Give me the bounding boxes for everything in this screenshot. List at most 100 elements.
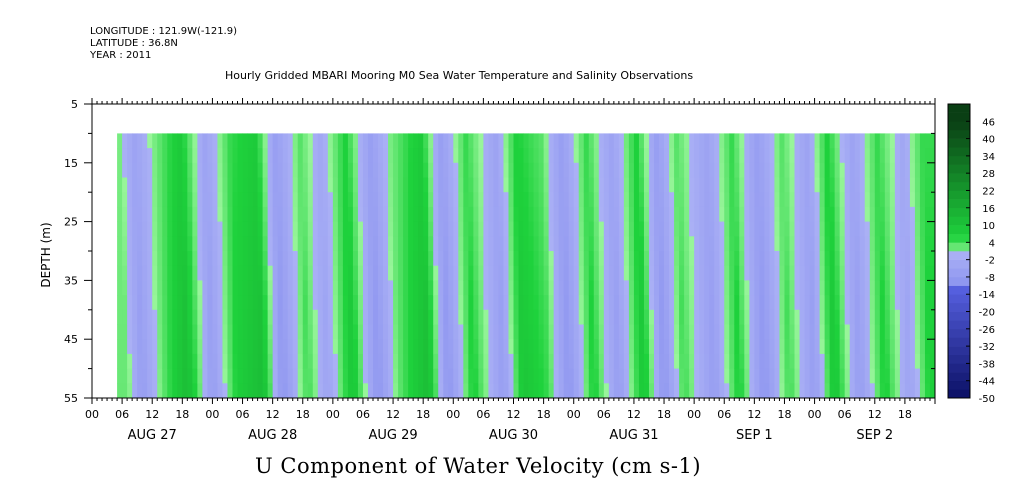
heatmap-cell bbox=[488, 265, 494, 281]
heatmap-cell bbox=[714, 280, 720, 296]
heatmap-cell bbox=[332, 280, 339, 296]
heatmap-cell bbox=[332, 368, 339, 384]
heatmap-cell bbox=[212, 177, 218, 193]
heatmap-cell bbox=[162, 383, 168, 399]
heatmap-cell bbox=[739, 368, 745, 384]
heatmap-cell bbox=[252, 353, 258, 369]
heatmap-cell bbox=[709, 133, 715, 149]
heatmap-cell bbox=[909, 133, 916, 149]
heatmap-cell bbox=[669, 148, 675, 164]
heatmap-cell bbox=[543, 353, 550, 369]
heatmap-cell bbox=[433, 309, 439, 325]
heatmap-cell bbox=[373, 295, 379, 311]
heatmap-cell bbox=[714, 309, 720, 325]
heatmap-cell bbox=[503, 295, 509, 311]
heatmap-cell bbox=[413, 133, 419, 149]
heatmap-cell bbox=[874, 236, 881, 252]
heatmap-cell bbox=[804, 148, 810, 164]
heatmap-cell bbox=[162, 309, 168, 325]
heatmap-cell bbox=[724, 368, 730, 384]
heatmap-cell bbox=[483, 368, 489, 384]
heatmap-cell bbox=[684, 206, 690, 222]
heatmap-cell bbox=[367, 206, 374, 222]
heatmap-cell bbox=[643, 309, 650, 325]
heatmap-cell bbox=[628, 383, 635, 399]
heatmap-cell bbox=[438, 177, 444, 193]
heatmap-cell bbox=[628, 177, 635, 193]
heatmap-cell bbox=[563, 368, 570, 384]
heatmap-cell bbox=[277, 295, 284, 311]
heatmap-cell bbox=[659, 309, 665, 325]
heatmap-cell bbox=[538, 383, 545, 399]
heatmap-cell bbox=[538, 368, 545, 384]
heatmap-cell bbox=[643, 133, 650, 149]
heatmap-cell bbox=[633, 309, 640, 325]
heatmap-cell bbox=[864, 324, 871, 340]
latitude-label: LATITUDE : 36.8N bbox=[90, 38, 178, 49]
heatmap-cell bbox=[127, 133, 133, 149]
heatmap-cell bbox=[854, 324, 861, 340]
heatmap-cell bbox=[327, 221, 334, 237]
heatmap-cell bbox=[398, 162, 404, 178]
heatmap-cell bbox=[272, 192, 279, 208]
heatmap-cell bbox=[287, 368, 294, 384]
heatmap-cell bbox=[543, 177, 550, 193]
heatmap-cell bbox=[132, 206, 138, 222]
heatmap-cell bbox=[312, 236, 319, 252]
heatmap-cell bbox=[267, 324, 274, 340]
heatmap-cell bbox=[172, 280, 178, 296]
heatmap-cell bbox=[598, 368, 605, 384]
heatmap-cell bbox=[894, 339, 901, 355]
heatmap-cell bbox=[458, 251, 464, 267]
heatmap-cell bbox=[257, 353, 264, 369]
heatmap-cell bbox=[222, 236, 228, 252]
heatmap-cell bbox=[302, 383, 309, 399]
heatmap-cell bbox=[874, 339, 881, 355]
heatmap-cell bbox=[884, 265, 891, 281]
heatmap-cell bbox=[217, 295, 223, 311]
heatmap-cell bbox=[147, 324, 153, 340]
heatmap-cell bbox=[583, 339, 590, 355]
x-day-label: AUG 27 bbox=[128, 428, 177, 443]
heatmap-cell bbox=[774, 206, 780, 222]
heatmap-cell bbox=[398, 368, 404, 384]
heatmap-cell bbox=[197, 339, 203, 355]
heatmap-cell bbox=[744, 339, 750, 355]
heatmap-cell bbox=[899, 309, 906, 325]
colorbar-band bbox=[948, 181, 970, 191]
heatmap-cell bbox=[192, 324, 198, 340]
heatmap-cell bbox=[824, 133, 831, 149]
x-day-label: AUG 31 bbox=[609, 428, 658, 443]
heatmap-cell bbox=[122, 324, 128, 340]
heatmap-cell bbox=[779, 148, 785, 164]
heatmap-cell bbox=[704, 221, 710, 237]
heatmap-cell bbox=[729, 192, 735, 208]
heatmap-cell bbox=[593, 295, 600, 311]
heatmap-cell bbox=[844, 221, 851, 237]
heatmap-cell bbox=[342, 368, 349, 384]
heatmap-cell bbox=[117, 265, 123, 281]
heatmap-cell bbox=[347, 251, 354, 267]
heatmap-cell bbox=[789, 368, 795, 384]
heatmap-cell bbox=[393, 368, 399, 384]
heatmap-cell bbox=[378, 339, 384, 355]
heatmap-cell bbox=[894, 206, 901, 222]
heatmap-cell bbox=[533, 133, 539, 149]
heatmap-cell bbox=[202, 221, 208, 237]
heatmap-cell bbox=[754, 206, 760, 222]
heatmap-cell bbox=[593, 339, 600, 355]
heatmap-cell bbox=[277, 368, 284, 384]
heatmap-cell bbox=[563, 295, 570, 311]
heatmap-cell bbox=[814, 133, 820, 149]
heatmap-cell bbox=[418, 265, 424, 281]
heatmap-cell bbox=[664, 221, 670, 237]
heatmap-cell bbox=[603, 177, 610, 193]
x-hour-tick-label: 06 bbox=[236, 408, 250, 421]
heatmap-cell bbox=[117, 221, 123, 237]
heatmap-cell bbox=[127, 177, 133, 193]
heatmap-cell bbox=[613, 368, 620, 384]
heatmap-cell bbox=[654, 324, 660, 340]
heatmap-cell bbox=[714, 383, 720, 399]
heatmap-cell bbox=[729, 383, 735, 399]
heatmap-cell bbox=[232, 148, 238, 164]
